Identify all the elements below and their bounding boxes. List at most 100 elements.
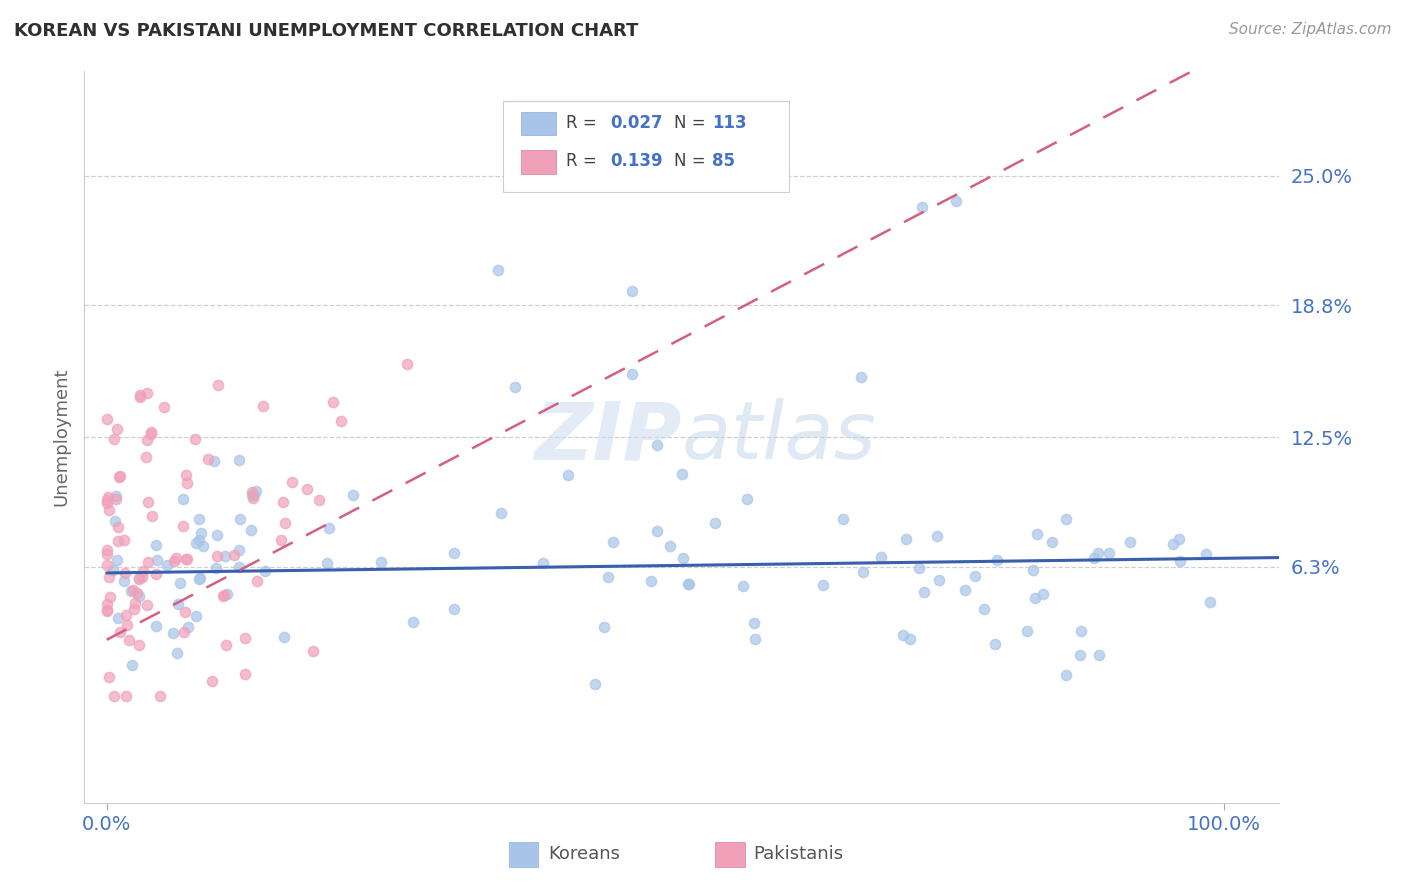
Point — [240, 523, 263, 537]
Point — [927, 529, 949, 543]
Point — [503, 380, 526, 394]
FancyBboxPatch shape — [520, 112, 557, 135]
Point — [1199, 595, 1222, 609]
Point — [342, 488, 364, 502]
Point — [1040, 535, 1063, 549]
Point — [295, 482, 318, 496]
Point — [118, 633, 141, 648]
Text: Source: ZipAtlas.com: Source: ZipAtlas.com — [1229, 22, 1392, 37]
Point — [252, 399, 274, 413]
Point — [620, 284, 643, 298]
Point — [145, 553, 167, 567]
Point — [100, 590, 122, 604]
Point — [103, 690, 125, 704]
Point — [176, 551, 198, 566]
Point — [370, 555, 392, 569]
Point — [135, 450, 157, 464]
Point — [659, 539, 682, 553]
Point — [273, 630, 295, 644]
Point — [894, 533, 917, 547]
Point — [145, 538, 167, 552]
Point — [156, 558, 179, 572]
Point — [96, 542, 118, 557]
Point — [174, 551, 197, 566]
Point — [678, 576, 700, 591]
Point — [222, 549, 245, 563]
Point — [1032, 587, 1054, 601]
Point — [245, 484, 267, 499]
Point — [141, 509, 163, 524]
Point — [228, 453, 250, 467]
Point — [138, 495, 160, 509]
Point — [928, 573, 950, 587]
Point — [1054, 668, 1077, 682]
Point — [229, 512, 252, 526]
Point — [270, 533, 292, 547]
Text: R =: R = — [567, 114, 602, 132]
Text: N =: N = — [673, 153, 710, 170]
Text: 113: 113 — [711, 114, 747, 132]
Point — [322, 395, 344, 409]
Point — [139, 427, 162, 442]
Point — [281, 475, 304, 489]
Y-axis label: Unemployment: Unemployment — [52, 368, 70, 507]
Point — [176, 475, 198, 490]
Point — [986, 552, 1008, 566]
Point — [173, 606, 195, 620]
Point — [96, 547, 118, 561]
Point — [129, 390, 152, 404]
Bar — [509, 842, 538, 867]
Text: R =: R = — [567, 153, 602, 170]
Point — [96, 496, 118, 510]
Text: 0.139: 0.139 — [610, 153, 662, 170]
Point — [228, 560, 250, 574]
Point — [733, 579, 755, 593]
Point — [96, 558, 118, 573]
Point — [153, 401, 176, 415]
Point — [145, 619, 167, 633]
Point — [214, 549, 236, 563]
Point — [233, 631, 256, 645]
Point — [165, 550, 187, 565]
Point — [645, 524, 668, 538]
Point — [531, 556, 554, 570]
Point — [110, 469, 132, 483]
Point — [1070, 624, 1092, 638]
Point — [242, 491, 264, 505]
Point — [127, 586, 149, 600]
Point — [187, 533, 209, 547]
Point — [1015, 624, 1038, 638]
Point — [149, 690, 172, 704]
Point — [107, 470, 129, 484]
Point — [671, 467, 693, 481]
Point — [163, 554, 186, 568]
Text: Pakistanis: Pakistanis — [754, 845, 844, 863]
Point — [184, 608, 207, 623]
Point — [1098, 546, 1121, 560]
Point — [984, 638, 1007, 652]
Point — [205, 528, 228, 542]
Point — [228, 542, 250, 557]
Point — [104, 514, 127, 528]
Point — [898, 632, 921, 646]
Point — [136, 555, 159, 569]
Point — [246, 574, 269, 589]
Point — [211, 589, 233, 603]
Point — [112, 533, 135, 547]
Point — [1069, 648, 1091, 663]
Point — [184, 433, 207, 447]
Bar — [716, 842, 745, 867]
Text: Koreans: Koreans — [548, 845, 620, 863]
Point — [301, 644, 323, 658]
Point — [128, 638, 150, 652]
Point — [330, 414, 353, 428]
FancyBboxPatch shape — [520, 151, 557, 174]
Point — [97, 491, 120, 505]
Point — [188, 572, 211, 586]
Point — [849, 369, 872, 384]
Point — [139, 425, 162, 440]
Point — [135, 598, 157, 612]
Point — [108, 624, 131, 639]
Point — [115, 608, 138, 623]
Point — [395, 357, 418, 371]
